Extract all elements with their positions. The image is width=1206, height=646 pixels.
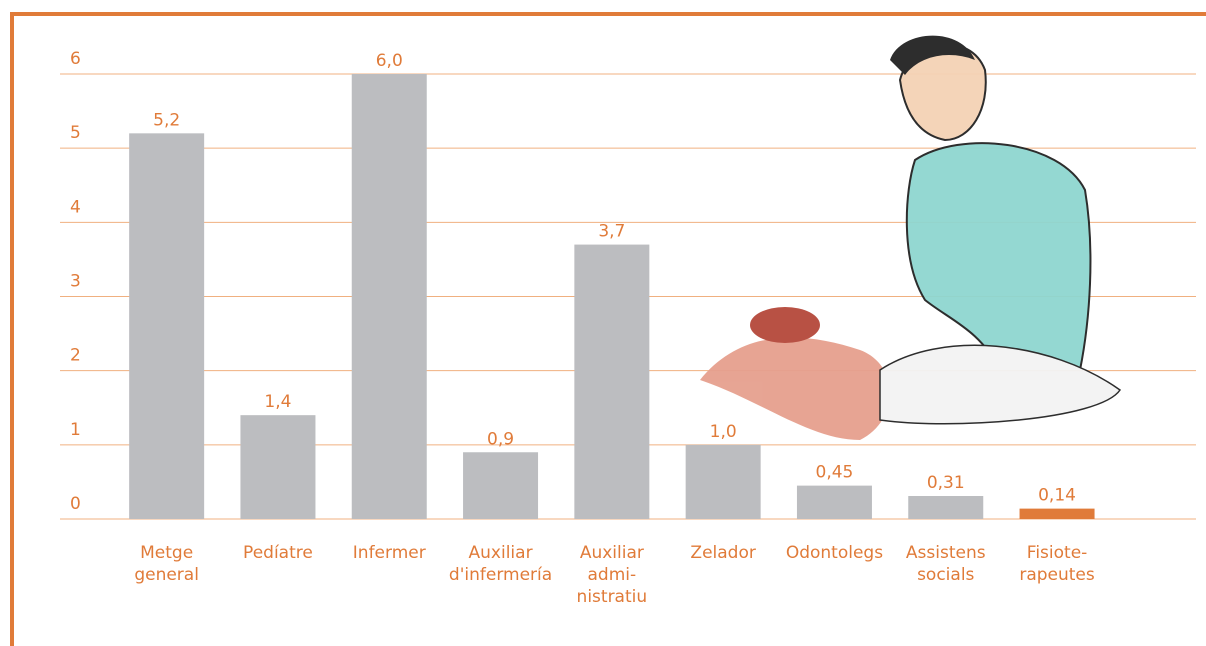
x-tick-label: Odontolegs	[786, 543, 883, 563]
x-tick-line: Metge	[140, 543, 193, 563]
bar	[797, 486, 872, 519]
y-tick-label: 5	[70, 123, 81, 143]
x-tick-label: Zelador	[690, 543, 755, 563]
x-tick-line: Zelador	[690, 543, 755, 563]
x-tick-line: general	[134, 565, 199, 585]
x-tick-line: rapeutes	[1019, 565, 1095, 585]
x-tick-line: Infermer	[353, 543, 426, 563]
patient-head	[750, 307, 820, 343]
y-tick-label: 1	[70, 420, 81, 440]
value-label: 1,4	[264, 392, 291, 412]
x-tick-line: Pedíatre	[243, 543, 313, 563]
value-label: 0,14	[1038, 486, 1076, 506]
bar	[908, 496, 983, 519]
bar	[352, 74, 427, 519]
y-tick-label: 6	[70, 49, 81, 69]
x-tick-line: Fisiote-	[1027, 543, 1088, 563]
x-tick-line: admi-	[588, 565, 637, 585]
x-tick-label: Pedíatre	[243, 543, 313, 563]
value-label: 0,31	[927, 473, 965, 493]
x-tick-label: Infermer	[353, 543, 426, 563]
bar	[1020, 509, 1095, 519]
x-tick-line: d'infermería	[449, 565, 552, 585]
value-label: 3,7	[598, 222, 625, 242]
chart: 0 1 2 3 4 5 6 5,2 Metgegeneral 1,4 Pedíatre 6,0 Inf…	[0, 0, 1206, 646]
bar	[574, 245, 649, 519]
x-tick-line: nistratiu	[577, 587, 648, 607]
x-tick-line: socials	[917, 565, 974, 585]
value-label: 5,2	[153, 110, 180, 130]
y-tick-label: 3	[70, 272, 81, 292]
value-label: 1,0	[710, 422, 737, 442]
y-tick-label: 4	[70, 197, 81, 217]
bar	[463, 452, 538, 519]
x-tick-line: Odontolegs	[786, 543, 883, 563]
value-label: 6,0	[376, 51, 403, 71]
x-tick-line: Auxiliar	[580, 543, 644, 563]
value-label: 0,45	[816, 463, 854, 483]
bar	[240, 415, 315, 519]
bar	[129, 133, 204, 519]
value-label: 0,9	[487, 429, 514, 449]
bar	[686, 445, 761, 519]
x-tick-line: Auxiliar	[469, 543, 533, 563]
x-tick-line: Assistens	[906, 543, 986, 563]
y-tick-label: 2	[70, 346, 81, 366]
y-tick-label: 0	[70, 494, 81, 514]
